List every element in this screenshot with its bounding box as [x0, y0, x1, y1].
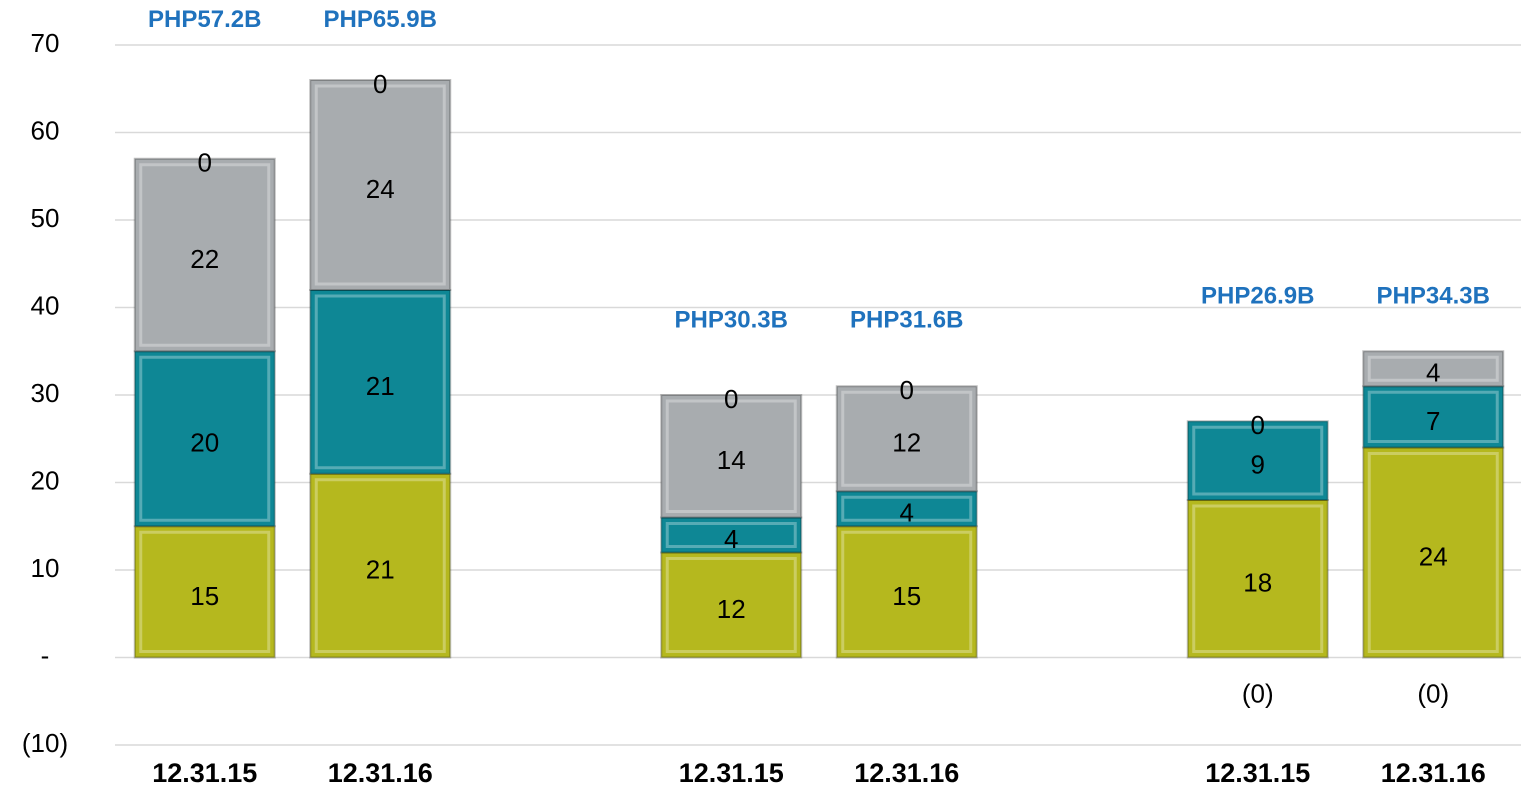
- bar-bevel: [841, 530, 973, 653]
- bar-segment: [1362, 446, 1505, 659]
- total-label: PHP34.3B: [1377, 283, 1490, 310]
- x-tick-label: 12.31.16: [328, 758, 433, 788]
- total-label: PHP30.3B: [675, 306, 788, 333]
- bar-bevel: [139, 355, 271, 522]
- data-label: 24: [366, 174, 395, 204]
- x-tick-label: 12.31.15: [1205, 758, 1310, 788]
- data-label: 18: [1243, 568, 1272, 598]
- data-label: 12: [892, 428, 921, 458]
- bar-bevel: [665, 399, 797, 513]
- y-tick-label: 30: [31, 378, 60, 408]
- data-label: 12: [717, 594, 746, 624]
- bar-segment: [835, 490, 978, 528]
- x-tick-label: 12.31.15: [679, 758, 784, 788]
- bar-bevel: [139, 163, 271, 347]
- bar-bevel: [841, 495, 973, 522]
- bar-segment: [660, 516, 803, 554]
- total-label: PHP57.2B: [148, 6, 261, 33]
- bar-segment: [835, 525, 978, 659]
- y-tick-label: 10: [31, 553, 60, 583]
- data-label: 14: [717, 445, 746, 475]
- bar-bevel: [314, 294, 446, 470]
- x-tick-label: 12.31.16: [1381, 758, 1486, 788]
- y-tick-label: 40: [31, 290, 60, 320]
- bar-segment: [309, 79, 452, 291]
- x-tick-label: 12.31.16: [854, 758, 959, 788]
- data-label: 22: [190, 244, 219, 274]
- data-label: 20: [190, 428, 219, 458]
- bar-segment: [133, 525, 276, 659]
- data-label: 0: [1251, 410, 1265, 440]
- y-tick-label: 60: [31, 115, 60, 145]
- bar-bevel: [314, 478, 446, 653]
- data-label: 15: [190, 581, 219, 611]
- data-label: (0): [1417, 678, 1449, 708]
- data-label: 4: [724, 524, 738, 554]
- data-label: 0: [373, 69, 387, 99]
- bar-bevel: [665, 557, 797, 653]
- bar-segment: [309, 289, 452, 475]
- y-tick-label: 20: [31, 465, 60, 495]
- data-label: 21: [366, 555, 395, 585]
- data-label: 0: [724, 384, 738, 414]
- bar-segment: [660, 394, 803, 519]
- bar-bevel: [841, 390, 973, 487]
- bar-bevel: [1192, 425, 1324, 496]
- bar-bevel: [1367, 452, 1499, 653]
- bar-segment: [1186, 499, 1329, 659]
- total-label: PHP65.9B: [324, 6, 437, 33]
- data-label: 4: [900, 498, 914, 528]
- y-tick-label: (10): [22, 728, 68, 758]
- data-label: (0): [1242, 678, 1274, 708]
- bar-segment: [1362, 385, 1505, 449]
- data-label: 4: [1426, 358, 1440, 388]
- bar-bevel: [139, 530, 271, 653]
- total-label: PHP26.9B: [1201, 283, 1314, 310]
- data-label: 0: [198, 148, 212, 178]
- y-tick-label: -: [41, 640, 50, 670]
- y-tick-label: 50: [31, 203, 60, 233]
- data-label: 9: [1251, 450, 1265, 480]
- bar-segment: [1362, 350, 1505, 388]
- bar-segment: [309, 472, 452, 659]
- data-label: 0: [900, 375, 914, 405]
- bar-segment: [1186, 420, 1329, 501]
- x-tick-label: 12.31.15: [152, 758, 257, 788]
- bar-bevel: [1192, 504, 1324, 653]
- y-tick-label: 70: [31, 28, 60, 58]
- data-label: 24: [1419, 541, 1448, 571]
- data-label: 15: [892, 581, 921, 611]
- total-label: PHP31.6B: [850, 306, 963, 333]
- bar-segment: [133, 157, 276, 353]
- bar-bevel: [665, 522, 797, 548]
- bar-segment: [835, 385, 978, 493]
- bar-bevel: [1367, 355, 1499, 382]
- bar-segment: [133, 350, 276, 528]
- bar-bevel: [1367, 390, 1499, 443]
- bar-bevel: [314, 84, 446, 286]
- data-label: 21: [366, 371, 395, 401]
- data-label: 7: [1426, 406, 1440, 436]
